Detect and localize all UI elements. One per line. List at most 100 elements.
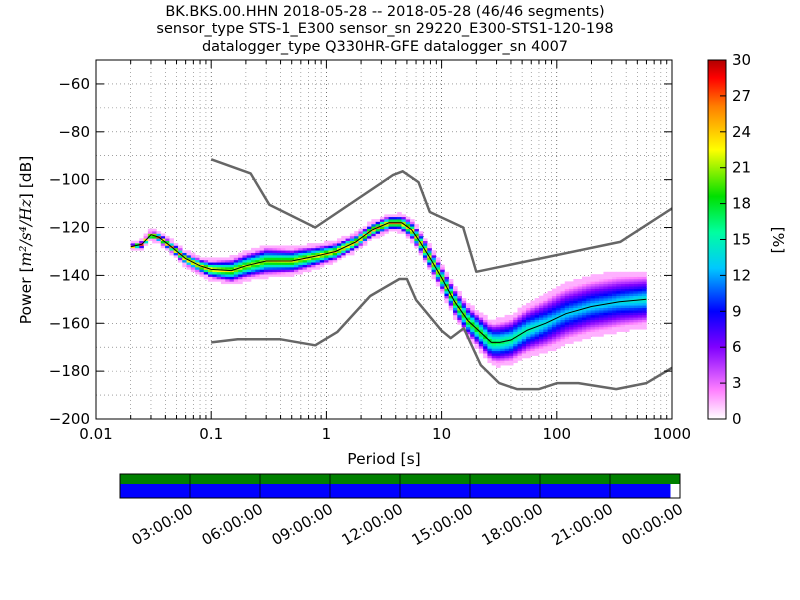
- heatmap-cell: [504, 314, 510, 318]
- heatmap-cell: [225, 278, 230, 282]
- heatmap-cell: [246, 252, 252, 256]
- heatmap-cell: [586, 329, 591, 332]
- heatmap-cell: [491, 322, 497, 325]
- heatmap-cell: [259, 269, 265, 273]
- heatmap-cell: [263, 255, 269, 258]
- heatmap-cell: [251, 259, 256, 263]
- heatmap-cell: [560, 286, 566, 289]
- heatmap-cell: [220, 276, 226, 280]
- heatmap-cell: [521, 348, 527, 352]
- heatmap-cell: [470, 314, 475, 318]
- heatmap-cell: [345, 243, 351, 246]
- heatmap-cell: [599, 300, 604, 304]
- heatmap-cell: [500, 362, 505, 366]
- heatmap-cell: [517, 357, 523, 361]
- x-tick-label: 0.01: [79, 425, 112, 443]
- heatmap-cell: [586, 331, 591, 335]
- heatmap-cell: [573, 334, 578, 337]
- heatmap-cell: [203, 274, 209, 277]
- heatmap-cell: [315, 264, 321, 268]
- heatmap-cell: [478, 343, 484, 347]
- heatmap-cell: [573, 317, 578, 320]
- heatmap-cell: [165, 247, 170, 251]
- heatmap-cell: [487, 334, 493, 337]
- heatmap-cell: [534, 353, 540, 356]
- heatmap-cell: [465, 329, 471, 332]
- heatmap-cell: [263, 274, 269, 277]
- colorbar-tick-label: 30: [732, 51, 751, 69]
- heatmap-cell: [530, 314, 535, 318]
- heatmap-cell: [324, 245, 329, 249]
- heatmap-cell: [435, 267, 441, 270]
- heatmap-cell: [276, 274, 282, 277]
- heatmap-cell: [203, 264, 209, 268]
- heatmap-cell: [573, 326, 578, 330]
- heatmap-cell: [564, 281, 570, 285]
- heatmap-cell: [513, 355, 518, 359]
- x-tick-label: 1000: [653, 425, 691, 443]
- heatmap-cell: [263, 271, 269, 275]
- heatmap-cell: [586, 300, 591, 304]
- heatmap-cell: [276, 271, 282, 275]
- heatmap-cell: [397, 223, 402, 227]
- heatmap-cell: [341, 238, 346, 241]
- heatmap-cell: [328, 262, 333, 265]
- heatmap-cell: [577, 329, 583, 332]
- heatmap-cell: [526, 353, 531, 356]
- heatmap-cell: [504, 334, 510, 337]
- heatmap-cell: [642, 317, 647, 320]
- heatmap-cell: [534, 329, 540, 332]
- heatmap-cell: [336, 238, 342, 241]
- heatmap-cell: [324, 250, 329, 253]
- heatmap-cell: [513, 331, 518, 335]
- heatmap-cell: [208, 274, 213, 277]
- heatmap-cell: [577, 290, 583, 294]
- heatmap-cell: [573, 312, 578, 316]
- heatmap-cell: [328, 250, 333, 253]
- heatmap-cell: [573, 336, 578, 340]
- heatmap-cell: [594, 290, 600, 294]
- heatmap-cell: [379, 228, 385, 232]
- heatmap-cell: [496, 329, 501, 332]
- heatmap-cell: [470, 317, 475, 320]
- heatmap-cell: [212, 271, 217, 275]
- heatmap-cell: [521, 322, 527, 325]
- heatmap-cell: [543, 310, 548, 313]
- heatmap-cell: [268, 264, 273, 268]
- heatmap-cell: [238, 274, 243, 277]
- heatmap-cell: [474, 324, 480, 328]
- heatmap-cell: [461, 300, 467, 304]
- heatmap-cell: [220, 281, 226, 285]
- heatmap-cell: [242, 271, 248, 275]
- heatmap-cell: [624, 326, 630, 330]
- heatmap-cell: [448, 295, 454, 299]
- heatmap-cell: [551, 300, 557, 304]
- heatmap-cell: [375, 233, 381, 237]
- heatmap-cell: [182, 257, 187, 261]
- heatmap-cell: [474, 341, 480, 344]
- heatmap-cell: [594, 295, 600, 299]
- heatmap-cell: [551, 307, 557, 311]
- heatmap-cell: [603, 283, 609, 287]
- heatmap-cell: [302, 252, 308, 256]
- heatmap-cell: [569, 341, 574, 344]
- heatmap-cell: [306, 257, 312, 261]
- timeline-label: 09:00:00: [269, 500, 336, 549]
- heatmap-cell: [453, 312, 458, 316]
- heatmap-cell: [483, 326, 488, 330]
- heatmap-cell: [319, 257, 325, 261]
- heatmap-cell: [629, 278, 634, 282]
- colorbar-tick-label: 27: [732, 87, 751, 105]
- heatmap-cell: [457, 314, 462, 318]
- heatmap-cell: [483, 319, 488, 323]
- heatmap-cell: [526, 322, 531, 325]
- heatmap-cell: [629, 305, 634, 309]
- heatmap-cell: [521, 314, 527, 318]
- heatmap-cell: [577, 322, 583, 325]
- heatmap-cell: [569, 324, 574, 328]
- heatmap-cell: [134, 243, 140, 246]
- heatmap-cell: [212, 264, 217, 268]
- heatmap-cell: [543, 312, 548, 316]
- heatmap-cell: [341, 245, 346, 249]
